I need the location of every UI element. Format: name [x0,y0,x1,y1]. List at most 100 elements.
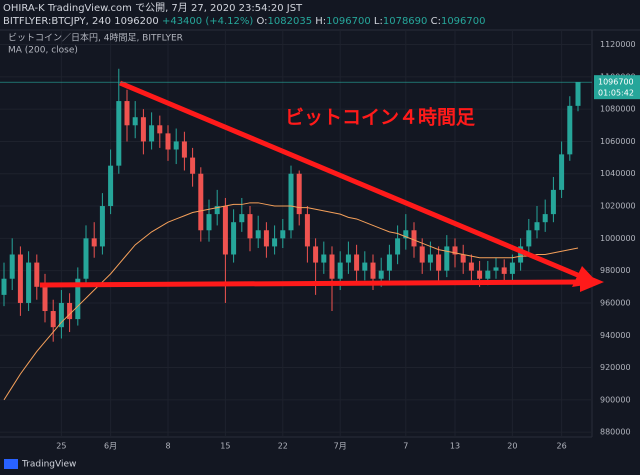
candle-body [419,246,425,263]
l-label: L: [374,16,383,27]
y-tick-label: 1080000 [600,105,636,114]
support-line [39,279,583,288]
candle-body [272,238,278,247]
candle-body [17,254,23,303]
candle-body [534,222,540,231]
h: 1096700 [326,16,371,27]
candle-body [9,254,15,279]
candle-body [1,278,7,295]
candle-body [345,254,351,263]
candle-body [280,230,286,239]
annotation-arrows [39,80,604,292]
candle-body [99,206,105,247]
c: 1096700 [441,16,486,27]
footer-logo: TradingView [21,460,76,470]
candle-body [403,230,409,239]
last-price-label: 1096700 [598,78,634,87]
o-label: O: [256,16,267,27]
y-tick-label: 940000 [600,331,631,340]
change: +43400 (+4.12%) [162,16,253,27]
candle-body [91,238,97,247]
candle-body [526,230,532,247]
candle-body [378,270,384,279]
candle-body [427,254,433,263]
candle-body [518,246,524,263]
y-tick-label: 880000 [600,428,631,437]
annotation: ビットコイン４時間足 [285,107,476,129]
candle-body [329,254,335,279]
candle-body [206,214,212,231]
candle-body [26,262,32,303]
logo-icon [4,459,18,469]
candle-body [83,238,89,279]
candle-body [214,206,220,215]
candle-body [567,105,573,155]
candle-body [124,101,130,126]
candle-body [542,214,548,223]
candle-body [231,222,237,255]
arrow-head [580,272,604,292]
candle-body [198,173,204,231]
candle-body [460,254,466,263]
candle-body [468,262,474,271]
candle-body [42,286,48,312]
y-tick-label: 1040000 [600,169,636,178]
x-tick-label: 26 [557,442,567,451]
candle-body [108,165,114,207]
candle-body [337,262,343,279]
x-tick-label: 8 [165,442,170,451]
x-tick-label: 7 [403,442,408,451]
y-tick-label: 960000 [600,298,631,307]
candle-body [411,230,417,247]
y-tick-label: 1060000 [600,137,636,146]
candle-body [493,267,499,271]
h-label: H: [315,16,326,27]
candle-body [222,206,228,255]
candle-body [165,133,171,150]
last: 1096200 [114,16,159,27]
candle-body [255,230,261,239]
candle-body [436,254,442,271]
candle-body [559,154,565,190]
candle-body [34,262,40,287]
plot [0,30,592,437]
candle-body [288,173,294,231]
candle-body [362,262,368,271]
countdown: 01:05:42 [598,89,634,98]
candle-body [239,214,245,223]
x-tick-label: 15 [220,442,230,451]
y-tick-label: 920000 [600,363,631,372]
candle-body [75,278,81,320]
candle-body [501,267,507,274]
y-tick-label: 1000000 [600,234,636,243]
candle-body [354,254,360,271]
candle-body [263,230,269,247]
y-tick-label: 900000 [600,395,631,404]
x-tick-label: 7月 [334,442,347,451]
symbol: BITFLYER:BTCJPY, 240 [3,16,111,27]
x-tick-label: 6月 [104,442,117,451]
candle-body [67,302,73,320]
y-tick-label: 1120000 [600,40,636,49]
indicator-legend: MA (200, close) [8,46,78,56]
candle-body [477,270,483,279]
y-tick-label: 1020000 [600,202,636,211]
candle-body [395,238,401,255]
o: 1082035 [268,16,313,27]
x-tick-label: 22 [278,442,288,451]
candle-body [370,262,376,279]
candle-body [247,214,253,239]
header-info: BITFLYER:BTCJPY, 240 1096200 +43400 (+4.… [3,16,486,27]
candle-body [321,254,327,263]
candle-body [485,270,491,279]
candle-body [140,117,146,142]
candle-body [313,246,319,263]
candle-body [116,101,122,166]
candle-body [575,82,581,106]
x-tick-label: 20 [507,442,517,451]
candle-body [149,125,155,142]
candle-body [304,214,310,247]
x-tick-label: 25 [56,442,66,451]
